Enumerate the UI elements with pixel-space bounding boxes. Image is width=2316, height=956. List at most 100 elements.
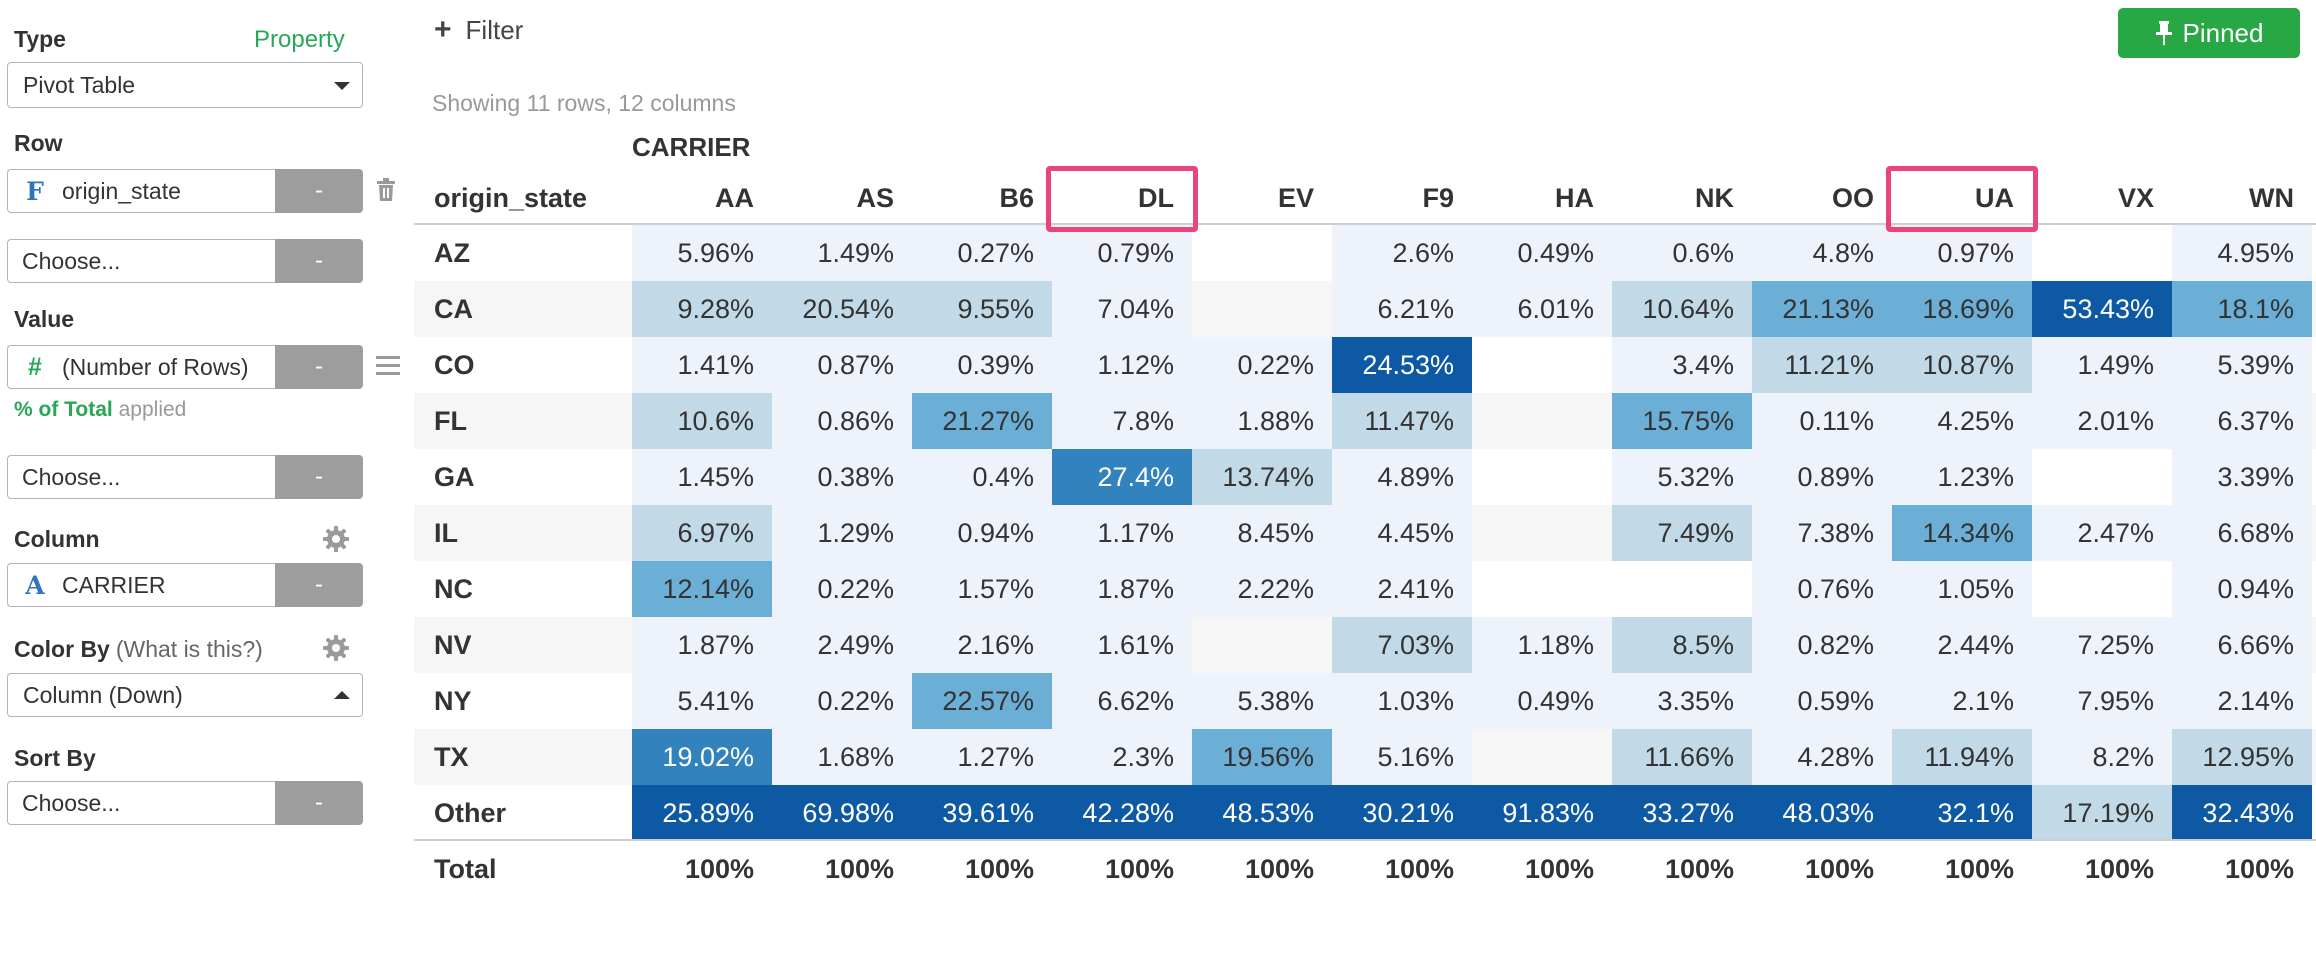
pivot-cell[interactable] xyxy=(2032,225,2172,281)
column-field[interactable]: A CARRIER - xyxy=(7,563,363,607)
pivot-cell[interactable]: 2.47% xyxy=(2032,505,2172,561)
pivot-cell[interactable]: 5.39% xyxy=(2172,337,2312,393)
property-link[interactable]: Property xyxy=(254,26,345,53)
pivot-cell[interactable]: 1.12% xyxy=(1052,337,1192,393)
pivot-cell[interactable]: 1.68% xyxy=(772,729,912,785)
value-field[interactable]: # (Number of Rows) - xyxy=(7,345,363,389)
pivot-cell[interactable]: 0.22% xyxy=(1192,337,1332,393)
pivot-cell[interactable]: 24.53% xyxy=(1332,337,1472,393)
pivot-cell[interactable]: 0.49% xyxy=(1472,673,1612,729)
pivot-cell[interactable] xyxy=(1472,505,1612,561)
column-header-f9[interactable]: F9 xyxy=(1422,182,1454,213)
pivot-cell[interactable]: 6.97% xyxy=(632,505,772,561)
pivot-cell[interactable]: 8.45% xyxy=(1192,505,1332,561)
pivot-cell[interactable]: 10.64% xyxy=(1612,281,1752,337)
pivot-cell[interactable]: 0.39% xyxy=(912,337,1052,393)
column-header-dl[interactable]: DL xyxy=(1138,182,1174,213)
chart-type-select[interactable]: Pivot Table xyxy=(7,62,363,108)
pivot-cell[interactable]: 5.16% xyxy=(1332,729,1472,785)
pivot-cell[interactable]: 0.94% xyxy=(2172,561,2312,617)
value-choose-field[interactable]: Choose... - xyxy=(7,455,363,499)
column-header-oo[interactable]: OO xyxy=(1831,182,1874,213)
pivot-cell[interactable] xyxy=(1192,617,1332,673)
column-header-aa[interactable]: AA xyxy=(715,182,754,213)
pivot-cell[interactable]: 4.25% xyxy=(1892,393,2032,449)
pivot-cell[interactable]: 5.32% xyxy=(1612,449,1752,505)
pivot-cell[interactable]: 0.22% xyxy=(772,561,912,617)
pivot-cell[interactable]: 0.38% xyxy=(772,449,912,505)
pivot-cell[interactable]: 2.01% xyxy=(2032,393,2172,449)
pivot-cell[interactable]: 9.28% xyxy=(632,281,772,337)
pivot-cell[interactable]: 6.68% xyxy=(2172,505,2312,561)
what-is-this-link[interactable]: (What is this?) xyxy=(115,636,263,662)
pivot-cell[interactable]: 32.43% xyxy=(2172,785,2312,841)
pivot-cell[interactable]: 7.95% xyxy=(2032,673,2172,729)
column-header-ha[interactable]: HA xyxy=(1555,182,1594,213)
pivot-cell[interactable]: 3.35% xyxy=(1612,673,1752,729)
pivot-cell[interactable]: 0.82% xyxy=(1752,617,1892,673)
pivot-cell[interactable]: 1.87% xyxy=(632,617,772,673)
pivot-cell[interactable]: 2.1% xyxy=(1892,673,2032,729)
pivot-cell[interactable]: 7.38% xyxy=(1752,505,1892,561)
pivot-cell[interactable]: 5.96% xyxy=(632,225,772,281)
pivot-cell[interactable]: 10.6% xyxy=(632,393,772,449)
pivot-cell[interactable]: 6.62% xyxy=(1052,673,1192,729)
filter-button[interactable]: + Filter xyxy=(434,12,523,48)
pivot-cell[interactable]: 6.37% xyxy=(2172,393,2312,449)
pivot-cell[interactable]: 1.87% xyxy=(1052,561,1192,617)
row-choose-remove-button[interactable]: - xyxy=(275,239,363,283)
pivot-cell[interactable]: 8.5% xyxy=(1612,617,1752,673)
pivot-cell[interactable]: 2.16% xyxy=(912,617,1052,673)
pivot-cell[interactable]: 17.19% xyxy=(2032,785,2172,841)
pivot-cell[interactable]: 0.22% xyxy=(772,673,912,729)
pivot-cell[interactable]: 2.49% xyxy=(772,617,912,673)
pivot-cell[interactable]: 27.4% xyxy=(1052,449,1192,505)
pivot-cell[interactable]: 7.03% xyxy=(1332,617,1472,673)
pivot-cell[interactable]: 69.98% xyxy=(772,785,912,841)
pivot-cell[interactable]: 2.6% xyxy=(1332,225,1472,281)
pivot-cell[interactable]: 5.41% xyxy=(632,673,772,729)
pivot-cell[interactable]: 1.41% xyxy=(632,337,772,393)
pivot-cell[interactable]: 12.95% xyxy=(2172,729,2312,785)
pivot-cell[interactable]: 7.25% xyxy=(2032,617,2172,673)
value-remove-button[interactable]: - xyxy=(275,345,363,389)
value-choose-remove-button[interactable]: - xyxy=(275,455,363,499)
pivot-cell[interactable]: 0.79% xyxy=(1052,225,1192,281)
pivot-cell[interactable]: 8.2% xyxy=(2032,729,2172,785)
pivot-cell[interactable] xyxy=(1472,337,1612,393)
pivot-cell[interactable] xyxy=(2032,561,2172,617)
pivot-cell[interactable]: 1.57% xyxy=(912,561,1052,617)
pivot-cell[interactable]: 2.41% xyxy=(1332,561,1472,617)
pivot-cell[interactable]: 1.17% xyxy=(1052,505,1192,561)
pinned-button[interactable]: Pinned xyxy=(2118,8,2300,58)
row-field[interactable]: F origin_state - xyxy=(7,169,363,213)
pivot-cell[interactable]: 18.69% xyxy=(1892,281,2032,337)
pivot-cell[interactable]: 48.03% xyxy=(1752,785,1892,841)
pivot-cell[interactable]: 32.1% xyxy=(1892,785,2032,841)
pivot-cell[interactable]: 1.23% xyxy=(1892,449,2032,505)
gear-icon[interactable] xyxy=(323,526,349,552)
pivot-cell[interactable]: 11.94% xyxy=(1892,729,2032,785)
pivot-cell[interactable] xyxy=(1472,393,1612,449)
pivot-cell[interactable]: 1.49% xyxy=(2032,337,2172,393)
pivot-cell[interactable]: 20.54% xyxy=(772,281,912,337)
pivot-cell[interactable]: 1.49% xyxy=(772,225,912,281)
pivot-cell[interactable]: 91.83% xyxy=(1472,785,1612,841)
pivot-cell[interactable]: 11.66% xyxy=(1612,729,1752,785)
column-header-ua[interactable]: UA xyxy=(1975,182,2014,213)
pivot-cell[interactable] xyxy=(1472,449,1612,505)
pivot-cell[interactable]: 33.27% xyxy=(1612,785,1752,841)
pivot-cell[interactable]: 13.74% xyxy=(1192,449,1332,505)
pivot-cell[interactable]: 1.27% xyxy=(912,729,1052,785)
pivot-cell[interactable]: 1.03% xyxy=(1332,673,1472,729)
pivot-cell[interactable]: 12.14% xyxy=(632,561,772,617)
column-header-wn[interactable]: WN xyxy=(2249,182,2294,213)
pivot-cell[interactable]: 1.88% xyxy=(1192,393,1332,449)
pivot-cell[interactable]: 1.05% xyxy=(1892,561,2032,617)
pivot-cell[interactable]: 0.97% xyxy=(1892,225,2032,281)
pivot-cell[interactable]: 10.87% xyxy=(1892,337,2032,393)
pivot-cell[interactable]: 48.53% xyxy=(1192,785,1332,841)
pivot-cell[interactable]: 2.44% xyxy=(1892,617,2032,673)
pivot-cell[interactable]: 18.1% xyxy=(2172,281,2312,337)
gear-icon[interactable] xyxy=(323,635,349,661)
